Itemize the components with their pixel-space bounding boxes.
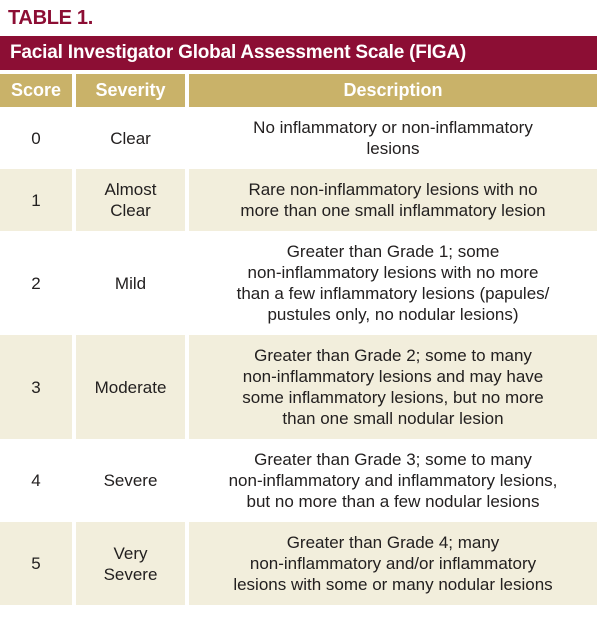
score-cell: 1 xyxy=(0,169,72,231)
figa-table-figure: TABLE 1. Facial Investigator Global Asse… xyxy=(0,8,597,605)
description-cell: Greater than Grade 3; some to many non-i… xyxy=(189,439,597,522)
severity-cell: Mild xyxy=(76,231,185,335)
description-cell: No inflammatory or non-inflammatory lesi… xyxy=(189,107,597,169)
table-title: Facial Investigator Global Assessment Sc… xyxy=(10,42,467,63)
score-cell: 2 xyxy=(0,231,72,335)
table-number-label: TABLE 1. xyxy=(8,7,94,29)
severity-cell: Moderate xyxy=(76,335,185,439)
score-cell: 0 xyxy=(0,107,72,169)
severity-cell: Almost Clear xyxy=(76,169,185,231)
column-header-score: Score xyxy=(0,74,72,107)
description-cell: Greater than Grade 4; many non-inflammat… xyxy=(189,522,597,605)
severity-cell: Clear xyxy=(76,107,185,169)
table-row: 4 Severe Greater than Grade 3; some to m… xyxy=(0,439,597,522)
severity-cell: Severe xyxy=(76,439,185,522)
table-row: 5 Very Severe Greater than Grade 4; many… xyxy=(0,522,597,605)
severity-cell: Very Severe xyxy=(76,522,185,605)
score-cell: 5 xyxy=(0,522,72,605)
table-row: 2 Mild Greater than Grade 1; some non-in… xyxy=(0,231,597,335)
column-header-description: Description xyxy=(189,74,597,107)
table-title-bar: Facial Investigator Global Assessment Sc… xyxy=(0,36,597,70)
description-cell: Rare non-inflammatory lesions with no mo… xyxy=(189,169,597,231)
table-row: 0 Clear No inflammatory or non-inflammat… xyxy=(0,107,597,169)
table-body: 0 Clear No inflammatory or non-inflammat… xyxy=(0,107,597,605)
score-cell: 3 xyxy=(0,335,72,439)
column-header-severity: Severity xyxy=(76,74,185,107)
table-header-row: Score Severity Description xyxy=(0,74,597,107)
table-row: 1 Almost Clear Rare non-inflammatory les… xyxy=(0,169,597,231)
description-cell: Greater than Grade 2; some to many non-i… xyxy=(189,335,597,439)
score-cell: 4 xyxy=(0,439,72,522)
description-cell: Greater than Grade 1; some non-inflammat… xyxy=(189,231,597,335)
table-row: 3 Moderate Greater than Grade 2; some to… xyxy=(0,335,597,439)
